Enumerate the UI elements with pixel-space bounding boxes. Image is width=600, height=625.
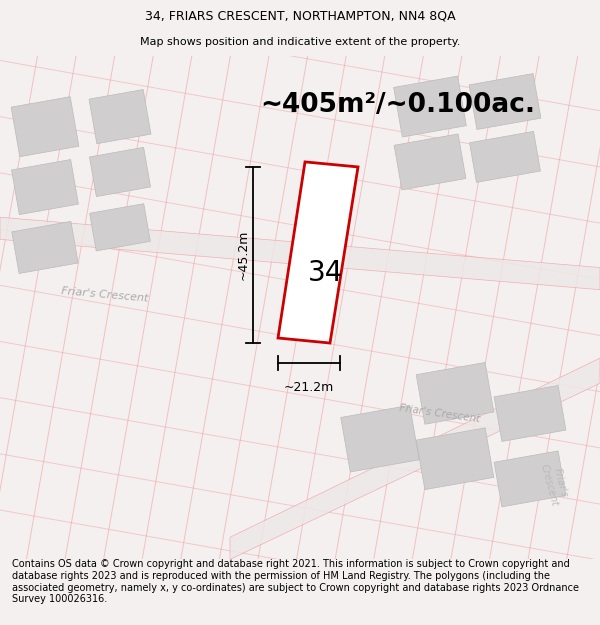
Polygon shape xyxy=(11,97,79,157)
Text: 34: 34 xyxy=(308,259,343,287)
Text: 34, FRIARS CRESCENT, NORTHAMPTON, NN4 8QA: 34, FRIARS CRESCENT, NORTHAMPTON, NN4 8Q… xyxy=(145,9,455,22)
Text: ~405m²/~0.100ac.: ~405m²/~0.100ac. xyxy=(260,91,535,118)
Polygon shape xyxy=(89,89,151,144)
Polygon shape xyxy=(469,74,541,129)
Polygon shape xyxy=(416,362,494,424)
Polygon shape xyxy=(278,162,358,343)
Polygon shape xyxy=(89,204,151,251)
Text: Contains OS data © Crown copyright and database right 2021. This information is : Contains OS data © Crown copyright and d… xyxy=(12,559,579,604)
Polygon shape xyxy=(470,131,541,182)
Text: Map shows position and indicative extent of the property.: Map shows position and indicative extent… xyxy=(140,38,460,47)
Text: Friar's
Crescent: Friar's Crescent xyxy=(539,460,571,508)
Polygon shape xyxy=(89,148,151,197)
Polygon shape xyxy=(394,134,466,190)
Polygon shape xyxy=(416,428,494,489)
Text: ~45.2m: ~45.2m xyxy=(236,230,250,280)
Polygon shape xyxy=(494,386,566,441)
Polygon shape xyxy=(12,221,78,274)
Polygon shape xyxy=(0,217,600,290)
Polygon shape xyxy=(230,358,600,559)
Polygon shape xyxy=(394,76,466,137)
Polygon shape xyxy=(11,159,79,214)
Polygon shape xyxy=(494,451,566,507)
Text: Friar's Crescent: Friar's Crescent xyxy=(61,286,149,304)
Text: Friar's Crescent: Friar's Crescent xyxy=(399,403,481,424)
Polygon shape xyxy=(341,405,419,472)
Text: ~21.2m: ~21.2m xyxy=(284,381,334,394)
